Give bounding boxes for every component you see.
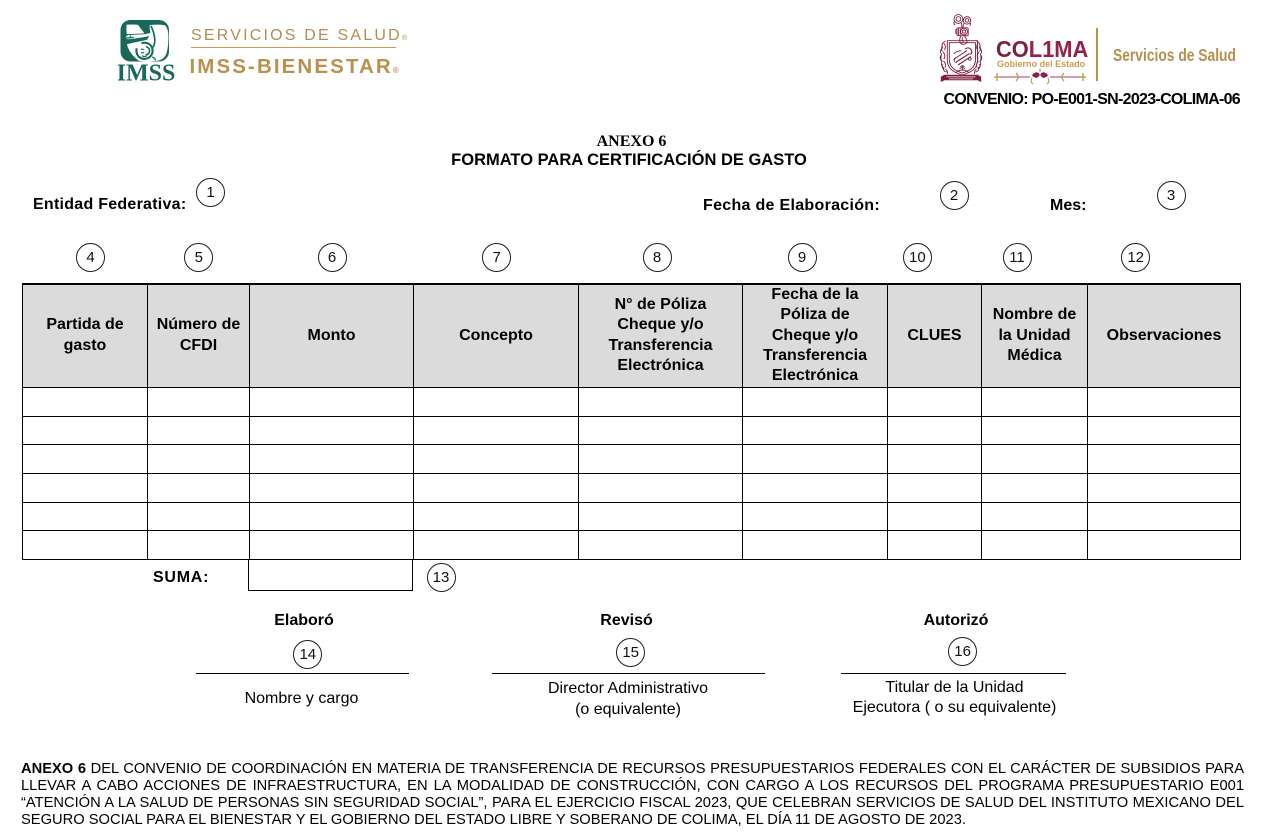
svg-text:IMSS: IMSS	[118, 61, 175, 87]
